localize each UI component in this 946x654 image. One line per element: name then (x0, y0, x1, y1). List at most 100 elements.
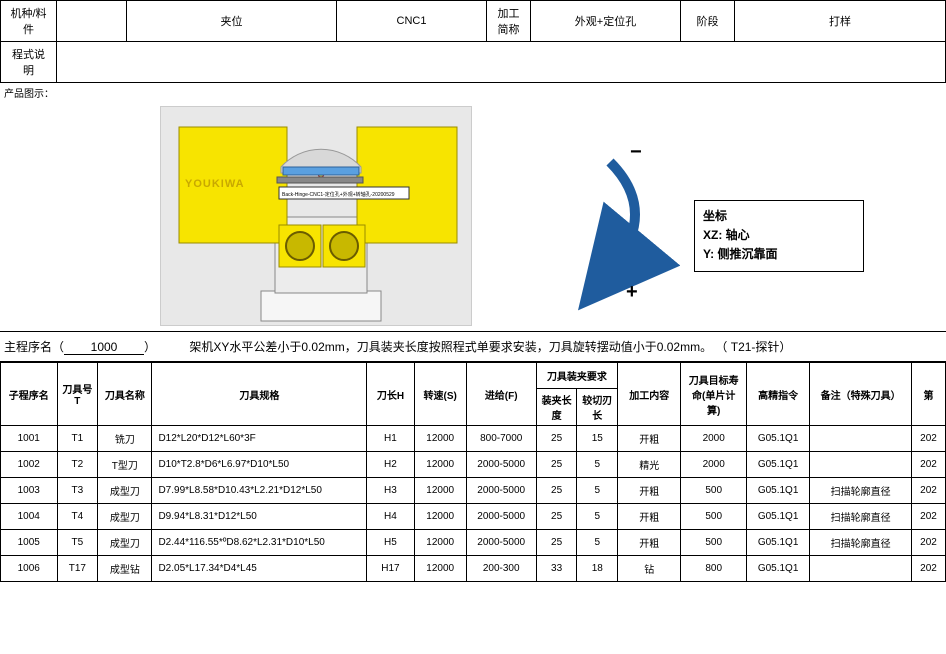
td-spec: D9.94*L8.31*D12*L50 (152, 504, 367, 530)
header-process-short-value: 外观+定位孔 (531, 1, 681, 42)
th-tool-spec: 刀具规格 (152, 363, 367, 426)
td-hlen: H2 (367, 452, 414, 478)
table-row: 1002T2T型刀D10*T2.8*D6*L6.97*D10*L50H21200… (1, 452, 946, 478)
td-s: 12000 (414, 556, 466, 582)
td-ext: 202 (912, 426, 946, 452)
td-prog: 1004 (1, 504, 58, 530)
td-life: 2000 (681, 452, 747, 478)
fixture-brand-text: YOUKIWA (185, 178, 245, 190)
td-f: 2000-5000 (466, 452, 536, 478)
td-life: 500 (681, 504, 747, 530)
td-tno: T1 (57, 426, 98, 452)
td-proc: 开粗 (618, 426, 681, 452)
td-hp: G05.1Q1 (746, 504, 809, 530)
fixture-rail2 (277, 177, 363, 183)
th-tool-len-h: 刀长H (367, 363, 414, 426)
td-cutlen: 5 (577, 530, 618, 556)
header-stage-label: 阶段 (681, 1, 735, 42)
td-f: 2000-5000 (466, 530, 536, 556)
product-display-area: YOUKIWA Back-Hinge-CNC1-定位孔+外观+转轴孔-20200… (0, 102, 946, 332)
td-hp: G05.1Q1 (746, 426, 809, 452)
th-extra: 第 (912, 363, 946, 426)
tool-table: 子程序名 刀具号T 刀具名称 刀具规格 刀长H 转速(S) 进给(F) 刀具装夹… (0, 362, 946, 582)
rotation-arrow: − + (530, 142, 680, 312)
td-hlen: H5 (367, 530, 414, 556)
td-ext: 202 (912, 530, 946, 556)
td-life: 2000 (681, 426, 747, 452)
fixture-rail (283, 167, 359, 175)
td-tname: T型刀 (98, 452, 152, 478)
td-tno: T3 (57, 478, 98, 504)
th-feed: 进给(F) (466, 363, 536, 426)
td-f: 800-7000 (466, 426, 536, 452)
td-hlen: H4 (367, 504, 414, 530)
header-stage-value: 打样 (735, 1, 946, 42)
arrow-minus: − (630, 142, 642, 163)
td-ext: 202 (912, 478, 946, 504)
td-prog: 1001 (1, 426, 58, 452)
header-machine-label: 机种/料件 (1, 1, 57, 42)
td-f: 2000-5000 (466, 478, 536, 504)
td-clen: 25 (536, 530, 577, 556)
coord-title: 坐标 (703, 207, 855, 226)
th-process: 加工内容 (618, 363, 681, 426)
td-tname: 成型钻 (98, 556, 152, 582)
header-machine-value (57, 1, 127, 42)
header-cnc-label: CNC1 (337, 1, 487, 42)
td-hp: G05.1Q1 (746, 478, 809, 504)
td-prog: 1002 (1, 452, 58, 478)
td-tno: T5 (57, 530, 98, 556)
td-clen: 25 (536, 478, 577, 504)
td-tname: 铣刀 (98, 426, 152, 452)
td-spec: D12*L20*D12*L60*3F (152, 426, 367, 452)
td-hlen: H3 (367, 478, 414, 504)
td-rem: 扫描轮廓直径 (810, 530, 912, 556)
td-f: 2000-5000 (466, 504, 536, 530)
th-sub-program: 子程序名 (1, 363, 58, 426)
td-rem: 扫描轮廓直径 (810, 504, 912, 530)
td-hp: G05.1Q1 (746, 530, 809, 556)
coord-line1: XZ: 轴心 (703, 226, 855, 245)
td-clen: 25 (536, 452, 577, 478)
th-tool-no: 刀具号T (57, 363, 98, 426)
fixture-motor-left-ring (286, 232, 314, 260)
td-hlen: H17 (367, 556, 414, 582)
th-clamp-len: 装夹长度 (536, 389, 577, 426)
td-cutlen: 5 (577, 478, 618, 504)
header-process-short-label: 加工简称 (487, 1, 531, 42)
td-hp: G05.1Q1 (746, 556, 809, 582)
td-tname: 成型刀 (98, 504, 152, 530)
td-rem: 扫描轮廓直径 (810, 478, 912, 504)
td-proc: 开粗 (618, 478, 681, 504)
td-proc: 开粗 (618, 504, 681, 530)
th-tool-name: 刀具名称 (98, 363, 152, 426)
td-prog: 1006 (1, 556, 58, 582)
td-tno: T2 (57, 452, 98, 478)
td-spec: D7.99*L8.58*D10.43*L2.21*D12*L50 (152, 478, 367, 504)
td-ext: 202 (912, 556, 946, 582)
fixture-motor-right-ring (330, 232, 358, 260)
td-spec: D2.44*116.55*ºD8.62*L2.31*D10*L50 (152, 530, 367, 556)
program-desc-label: 程式说明 (1, 42, 57, 83)
th-clamp-req: 刀具装夹要求 (536, 363, 617, 389)
td-clen: 25 (536, 426, 577, 452)
main-program-row: 主程序名（1000） 架机XY水平公差小于0.02mm，刀具装夹长度按照程式单要… (0, 332, 946, 362)
th-spindle: 转速(S) (414, 363, 466, 426)
td-rem (810, 556, 912, 582)
td-spec: D10*T2.8*D6*L6.97*D10*L50 (152, 452, 367, 478)
coord-line2: Y: 侧推沉靠面 (703, 245, 855, 264)
td-rem (810, 426, 912, 452)
main-program-value: 1000 (64, 340, 144, 355)
th-life: 刀具目标寿命(单片计算) (681, 363, 747, 426)
table-row: 1005T5成型刀D2.44*116.55*ºD8.62*L2.31*D10*L… (1, 530, 946, 556)
td-s: 12000 (414, 478, 466, 504)
td-tname: 成型刀 (98, 530, 152, 556)
td-cutlen: 5 (577, 504, 618, 530)
td-s: 12000 (414, 504, 466, 530)
fixture-base (261, 291, 381, 321)
td-prog: 1005 (1, 530, 58, 556)
th-hi-precision: 高精指令 (746, 363, 809, 426)
td-life: 800 (681, 556, 747, 582)
main-program-note: 架机XY水平公差小于0.02mm，刀具装夹长度按照程式单要求安装，刀具旋转摆动值… (189, 340, 791, 354)
td-life: 500 (681, 478, 747, 504)
